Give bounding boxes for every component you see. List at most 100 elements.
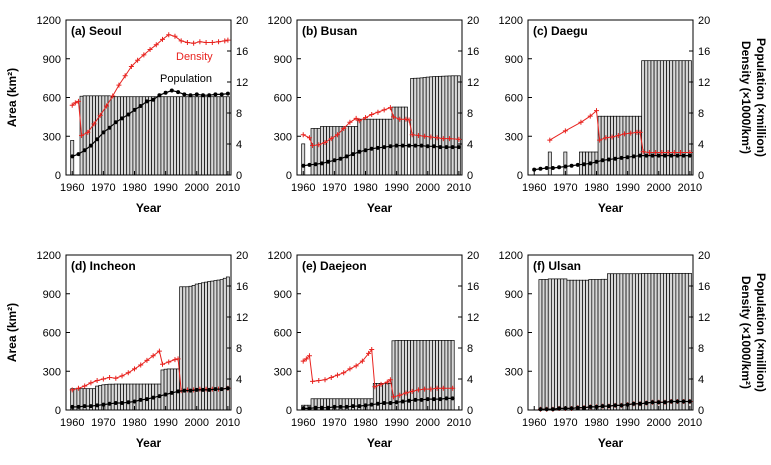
area-bar	[348, 398, 352, 411]
density-point	[628, 130, 634, 136]
area-bar	[422, 77, 427, 176]
x-tick-label: 2010	[678, 182, 702, 194]
population-point	[606, 404, 611, 409]
area-bar	[444, 75, 449, 176]
y-axis-label-left: Area (km²)	[5, 303, 19, 362]
x-tick-label: 1980	[584, 182, 608, 194]
population-point	[425, 144, 430, 149]
right-tick-label: 16	[236, 281, 248, 293]
population-point	[687, 153, 692, 158]
density-point	[593, 108, 599, 114]
population-point	[207, 93, 212, 98]
density-point	[428, 386, 434, 392]
y-axis-label-right-density: Density (×1000/km²)	[739, 276, 753, 389]
area-bar	[681, 60, 686, 176]
density-point	[678, 150, 684, 156]
density-point	[450, 385, 456, 391]
area-bar	[625, 115, 630, 176]
population-point	[594, 159, 599, 164]
population-point	[138, 104, 143, 108]
area-bar	[151, 96, 156, 176]
area-bar	[603, 115, 608, 176]
area-bar	[547, 278, 552, 411]
x-tick-label: 2000	[416, 417, 440, 429]
right-tick-label: 12	[236, 77, 248, 89]
density-point	[366, 350, 372, 356]
left-tick-label: 0	[517, 170, 523, 182]
right-tick-label: 8	[698, 108, 704, 120]
area-bar	[600, 115, 605, 176]
x-tick-label: 2000	[647, 182, 671, 194]
density-point	[406, 117, 412, 123]
population-point	[76, 152, 81, 157]
area-bar	[416, 77, 421, 176]
population-point	[582, 162, 586, 167]
population-point	[307, 406, 312, 411]
population-point	[151, 395, 156, 400]
population-point	[82, 148, 87, 153]
population-point	[450, 396, 455, 401]
population-point	[107, 125, 112, 130]
density-point	[79, 132, 85, 138]
population-point	[663, 153, 667, 158]
population-point	[663, 400, 667, 405]
population-point	[550, 407, 555, 412]
right-tick-label: 0	[236, 170, 242, 182]
area-bar	[354, 126, 359, 176]
left-tick-label: 1200	[268, 250, 292, 262]
area-bar	[326, 126, 331, 176]
right-tick-label: 8	[236, 108, 242, 120]
population-point	[151, 97, 156, 102]
area-bar	[173, 96, 177, 176]
left-tick-label: 900	[43, 289, 61, 301]
area-bar	[653, 60, 658, 176]
area-bar	[88, 95, 93, 176]
area-bar	[323, 398, 327, 411]
x-tick-label: 2010	[678, 417, 702, 429]
density-point	[369, 112, 375, 118]
area-bar	[435, 76, 440, 176]
population-point	[351, 404, 355, 409]
area-bar	[360, 398, 365, 411]
right-tick-label: 12	[698, 77, 710, 89]
population-point	[76, 404, 81, 409]
area-bar	[141, 96, 146, 176]
density-point	[353, 363, 359, 369]
density-point	[375, 109, 381, 115]
area-bar	[166, 368, 171, 411]
population-point	[213, 387, 218, 392]
population-point	[419, 397, 424, 402]
left-tick-label: 0	[55, 405, 61, 417]
area-bar	[610, 115, 614, 176]
density-point	[184, 39, 190, 45]
population-point	[413, 143, 418, 148]
density-point	[91, 121, 97, 127]
area-bar	[160, 96, 165, 176]
x-tick-label: 1960	[291, 182, 315, 194]
area-bar	[622, 115, 627, 176]
density-point	[122, 73, 128, 79]
area-bar	[160, 369, 165, 411]
area-bar	[194, 96, 199, 176]
population-point	[407, 143, 412, 148]
density-point	[131, 366, 137, 372]
area-bar	[687, 272, 692, 411]
left-tick-label: 600	[43, 93, 61, 105]
left-tick-label: 1200	[268, 15, 292, 27]
area-bar	[616, 115, 621, 176]
area-bar	[419, 77, 424, 176]
area-bar	[185, 96, 190, 176]
density-point	[328, 136, 334, 142]
population-point	[600, 158, 605, 163]
area-bar	[104, 384, 109, 411]
right-tick-label: 16	[236, 46, 248, 58]
density-point	[422, 133, 428, 139]
left-tick-label: 300	[43, 366, 61, 378]
density-point	[391, 114, 397, 120]
area-bar	[385, 383, 390, 411]
area-bar	[616, 273, 621, 411]
density-point	[72, 100, 78, 106]
population-point	[538, 166, 543, 171]
x-tick-label: 1970	[553, 417, 577, 429]
density-point	[197, 39, 203, 45]
